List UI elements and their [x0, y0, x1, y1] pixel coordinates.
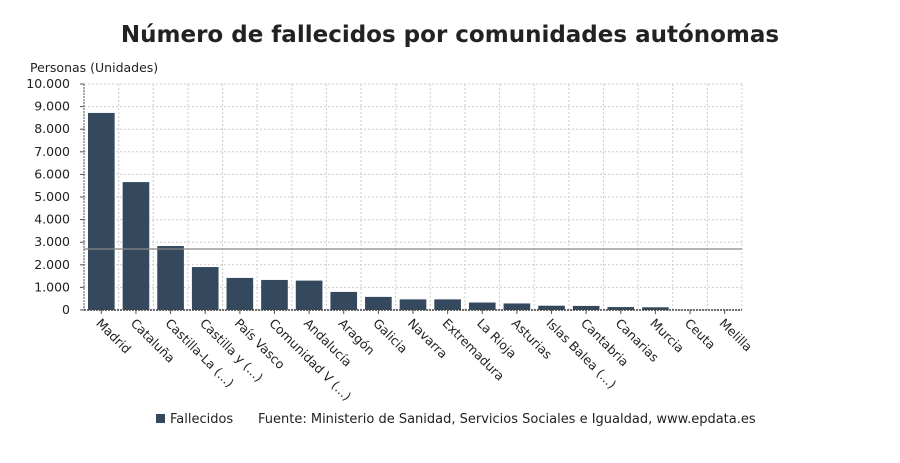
bar	[88, 113, 115, 310]
legend-label: Fallecidos	[170, 412, 233, 427]
y-tick-label: 8.000	[34, 121, 70, 136]
source-note: Fuente: Ministerio de Sanidad, Servicios…	[258, 412, 756, 427]
bar	[365, 297, 392, 310]
y-tick-label: 3.000	[34, 234, 70, 249]
y-tick-label: 2.000	[34, 257, 70, 272]
chart-title: Número de fallecidos por comunidades aut…	[121, 22, 779, 48]
bar	[296, 281, 323, 310]
y-axis: 0 1.000 2.000 3.000 4.000 5.000 6.000 7.000 8.00…	[26, 76, 84, 317]
bar	[400, 299, 427, 310]
x-tick-label: Melilla	[717, 316, 756, 355]
bar	[261, 280, 288, 310]
y-tick-label: 1.000	[34, 279, 70, 294]
bar	[469, 303, 496, 310]
bar	[123, 182, 150, 310]
bar	[504, 303, 531, 310]
bar	[434, 299, 461, 310]
bar	[227, 278, 254, 310]
y-tick-label: 10.000	[26, 76, 70, 91]
y-tick-label: 9.000	[34, 99, 70, 114]
y-tick-label: 5.000	[34, 189, 70, 204]
bar	[538, 306, 565, 310]
bars	[84, 113, 742, 310]
y-tick-label: 7.000	[34, 144, 70, 159]
x-tick-label: Ceuta	[682, 316, 719, 353]
y-tick-label: 0	[62, 302, 70, 317]
bar	[330, 292, 357, 310]
legend-swatch	[156, 414, 165, 423]
x-tick-label: Madrid	[93, 316, 134, 357]
y-axis-label: Personas (Unidades)	[30, 60, 158, 75]
x-tick-label: Galicia	[370, 316, 411, 357]
bar	[157, 246, 184, 310]
y-tick-label: 6.000	[34, 166, 70, 181]
bar	[192, 267, 219, 310]
legend: Fallecidos	[156, 412, 233, 427]
y-tick-label: 4.000	[34, 212, 70, 227]
